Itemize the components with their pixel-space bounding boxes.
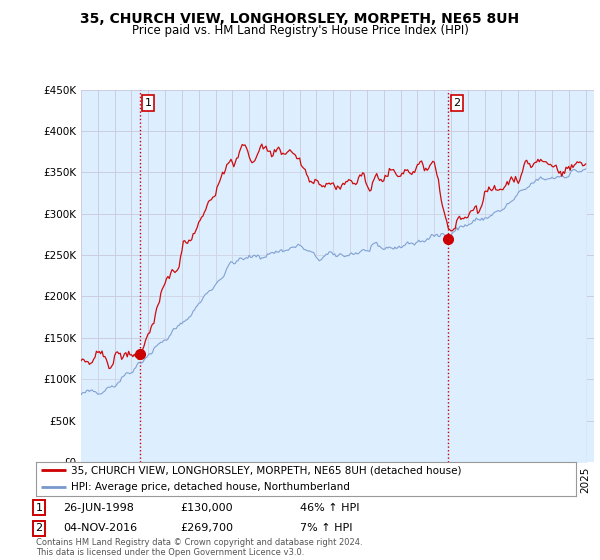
Text: 46% ↑ HPI: 46% ↑ HPI bbox=[300, 503, 359, 513]
Text: 1: 1 bbox=[145, 98, 152, 108]
Text: 35, CHURCH VIEW, LONGHORSLEY, MORPETH, NE65 8UH: 35, CHURCH VIEW, LONGHORSLEY, MORPETH, N… bbox=[80, 12, 520, 26]
Text: 2: 2 bbox=[454, 98, 461, 108]
Text: £130,000: £130,000 bbox=[180, 503, 233, 513]
Text: HPI: Average price, detached house, Northumberland: HPI: Average price, detached house, Nort… bbox=[71, 482, 350, 492]
Text: 26-JUN-1998: 26-JUN-1998 bbox=[63, 503, 134, 513]
Text: Price paid vs. HM Land Registry's House Price Index (HPI): Price paid vs. HM Land Registry's House … bbox=[131, 24, 469, 37]
Text: Contains HM Land Registry data © Crown copyright and database right 2024.
This d: Contains HM Land Registry data © Crown c… bbox=[36, 538, 362, 557]
Text: 35, CHURCH VIEW, LONGHORSLEY, MORPETH, NE65 8UH (detached house): 35, CHURCH VIEW, LONGHORSLEY, MORPETH, N… bbox=[71, 465, 461, 475]
Text: 1: 1 bbox=[35, 503, 43, 513]
Text: 04-NOV-2016: 04-NOV-2016 bbox=[63, 523, 137, 533]
Text: 7% ↑ HPI: 7% ↑ HPI bbox=[300, 523, 353, 533]
Text: £269,700: £269,700 bbox=[180, 523, 233, 533]
Text: 2: 2 bbox=[35, 523, 43, 533]
